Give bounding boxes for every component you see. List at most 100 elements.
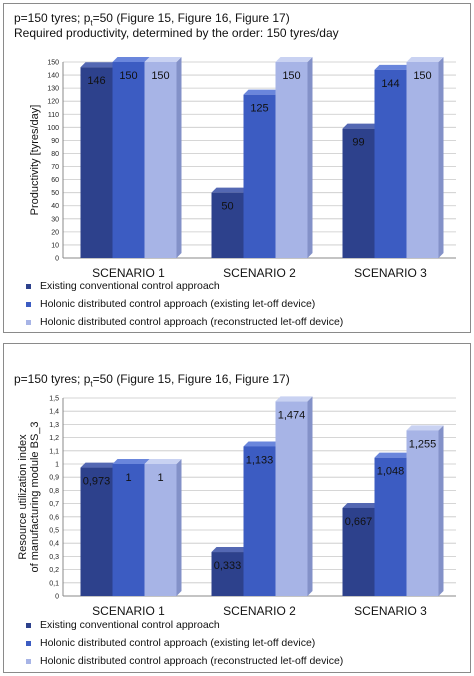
bar <box>243 446 276 596</box>
x-category-label: SCENARIO 3 <box>354 604 427 618</box>
y-tick-label: 1,4 <box>49 409 59 416</box>
productivity-chart: 0 10 20 30 40 50 60 70 80 90 100 110 120 130 140 150 Pro… <box>29 57 456 280</box>
y-tick-label: 0,6 <box>49 514 59 521</box>
y-tick-label: 0,3 <box>49 554 59 561</box>
bar-top <box>406 57 444 62</box>
bar <box>80 67 113 258</box>
bar-top <box>211 187 249 193</box>
bar <box>112 62 145 258</box>
y-tick-label: 150 <box>47 60 59 67</box>
bar-side <box>176 57 182 258</box>
legend-swatch <box>26 320 31 325</box>
y-tick-label: 110 <box>48 112 59 119</box>
data-label: 99 <box>352 137 364 149</box>
data-label: 1 <box>157 472 163 484</box>
legend-swatch <box>26 659 31 664</box>
bar-top <box>112 459 150 464</box>
bar-top <box>342 123 380 129</box>
bar-side <box>176 459 182 596</box>
legend-label: Existing conventional control approach <box>40 280 220 292</box>
bar-top <box>112 57 150 62</box>
y-tick-label: 120 <box>47 99 59 106</box>
bar <box>243 94 276 259</box>
y-tick-label: 50 <box>51 190 59 197</box>
bar <box>374 457 407 596</box>
data-label: 150 <box>282 70 300 82</box>
y-tick-label: 80 <box>51 151 59 158</box>
bar-top <box>342 502 380 508</box>
data-label: 1,255 <box>409 438 437 450</box>
y-tick-label: 20 <box>51 229 59 236</box>
y-tick-label: 60 <box>51 177 59 184</box>
y-tick-label: 0,2 <box>49 567 59 574</box>
bar-top <box>374 64 412 70</box>
y-tick-label: 0,1 <box>49 580 59 587</box>
data-label: 1,048 <box>377 466 405 478</box>
x-category-label: SCENARIO 2 <box>223 604 296 618</box>
bar <box>406 430 439 596</box>
bar <box>342 507 375 596</box>
data-label: 146 <box>87 75 105 87</box>
chart-header-params: p=150 tyres; pt=50 (Figure 15, Figure 16… <box>14 372 290 391</box>
y-tick-label: 0 <box>55 256 59 263</box>
bar <box>144 62 177 258</box>
bar <box>80 467 113 596</box>
x-category-label: SCENARIO 1 <box>92 266 165 280</box>
bar-top <box>275 57 313 62</box>
y-tick-label: 0,8 <box>49 488 59 495</box>
bar-top <box>374 452 412 458</box>
data-label: 0,973 <box>83 476 111 488</box>
data-label: 150 <box>119 70 137 82</box>
legend-label: Holonic distributed control approach (re… <box>40 655 344 667</box>
legend-label: Holonic distributed control approach (ex… <box>40 298 316 310</box>
data-label: 0,333 <box>214 560 242 572</box>
header-params-text: p=150 tyres; p <box>14 372 91 386</box>
legend-label: Holonic distributed control approach (re… <box>40 316 344 328</box>
bar-top <box>243 441 281 447</box>
y-tick-label: 70 <box>51 164 59 171</box>
bar <box>275 62 308 258</box>
y-tick-label: 1 <box>55 462 59 469</box>
header-params-subscript: t <box>90 18 93 28</box>
legend-label: Existing conventional control approach <box>40 619 220 631</box>
chart-header-required: Required productivity, determined by the… <box>14 26 339 40</box>
y-tick-label: 0,7 <box>49 501 59 508</box>
bar <box>211 192 244 258</box>
y-axis-title: Resource utilization index <box>17 434 29 560</box>
x-category-label: SCENARIO 1 <box>92 604 165 618</box>
bar <box>275 401 308 596</box>
bar-side <box>307 396 313 596</box>
header-params-text: p=150 tyres; p <box>14 11 91 25</box>
y-tick-label: 90 <box>51 138 59 145</box>
bar-top <box>275 396 313 402</box>
bar <box>211 552 244 596</box>
data-label: 1 <box>125 472 131 484</box>
bar <box>144 464 177 596</box>
y-tick-label: 0,9 <box>49 475 59 482</box>
bar-top <box>243 89 281 95</box>
data-label: 144 <box>381 78 399 90</box>
bar-top <box>144 459 182 464</box>
data-label: 125 <box>250 103 268 115</box>
data-label: 150 <box>151 70 169 82</box>
data-label: 150 <box>413 70 431 82</box>
x-category-label: SCENARIO 2 <box>223 266 296 280</box>
bar-top <box>80 62 118 68</box>
chart-header-params: p=150 tyres; pt=50 (Figure 15, Figure 16… <box>14 11 290 30</box>
y-tick-label: 10 <box>51 242 59 249</box>
bar-top <box>80 462 118 468</box>
y-tick-label: 30 <box>51 216 59 223</box>
y-tick-label: 40 <box>51 203 59 210</box>
bar <box>374 69 407 258</box>
chart-panel-productivity: p=150 tyres; pt=50 (Figure 15, Figure 16… <box>3 3 471 333</box>
y-tick-label: 100 <box>47 125 59 132</box>
bar-side <box>438 57 444 258</box>
x-category-label: SCENARIO 3 <box>354 266 427 280</box>
legend-swatch <box>26 284 31 289</box>
legend-label: Holonic distributed control approach (ex… <box>40 637 316 649</box>
y-tick-label: 0,4 <box>49 541 59 548</box>
bar <box>342 128 375 258</box>
bar-side <box>438 425 444 596</box>
legend-swatch <box>26 302 31 307</box>
y-tick-label: 1,2 <box>49 435 59 442</box>
